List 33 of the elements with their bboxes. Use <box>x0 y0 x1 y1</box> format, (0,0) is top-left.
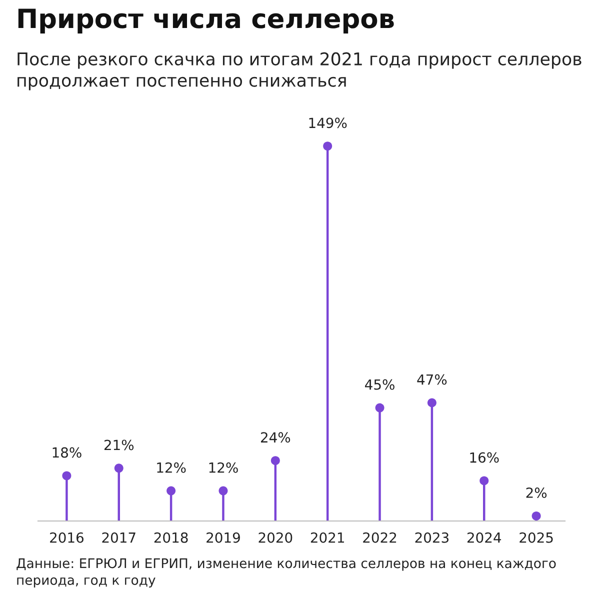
point <box>323 142 332 151</box>
data-label: 149% <box>309 118 347 128</box>
data-label: 12% <box>209 462 238 473</box>
data-label: 16% <box>470 452 499 463</box>
data-label: 45% <box>365 379 394 390</box>
data-label: 24% <box>260 432 290 443</box>
x-tick-label: 2025 <box>520 532 553 543</box>
point <box>480 476 489 486</box>
point <box>218 486 228 496</box>
data-label: 47% <box>417 374 447 385</box>
data-label: 12% <box>157 462 186 473</box>
point <box>427 398 436 408</box>
point <box>62 471 72 480</box>
x-tick-label: 2017 <box>102 532 136 543</box>
chart-subtitle: После резкого скачка по итогам 2021 года прирост селлеров продолжает постепенно снижаться <box>18 52 582 90</box>
data-label: 18% <box>52 447 82 458</box>
point <box>166 486 176 496</box>
x-tick-label: 2016 <box>50 532 84 543</box>
chart-title: Прирост числа селлеров <box>18 8 394 34</box>
point <box>375 403 384 412</box>
x-tick-label: 2021 <box>310 532 344 543</box>
x-tick-label: 2019 <box>206 532 240 543</box>
text: Данные: ЕГРЮЛ и ЕГРИП, изменение количества селлеров на конец каждого периода, год к году <box>16 558 556 588</box>
x-tick-label: 2023 <box>415 532 449 543</box>
point <box>270 456 280 466</box>
x-tick-label: 2020 <box>258 532 292 543</box>
point <box>532 511 541 520</box>
data-label: 2% <box>526 487 547 498</box>
x-tick-label: 2024 <box>467 532 502 543</box>
point <box>114 464 124 473</box>
data-label: 21% <box>104 440 134 450</box>
x-tick-label: 2022 <box>363 532 396 543</box>
x-tick-label: 2018 <box>154 532 188 543</box>
